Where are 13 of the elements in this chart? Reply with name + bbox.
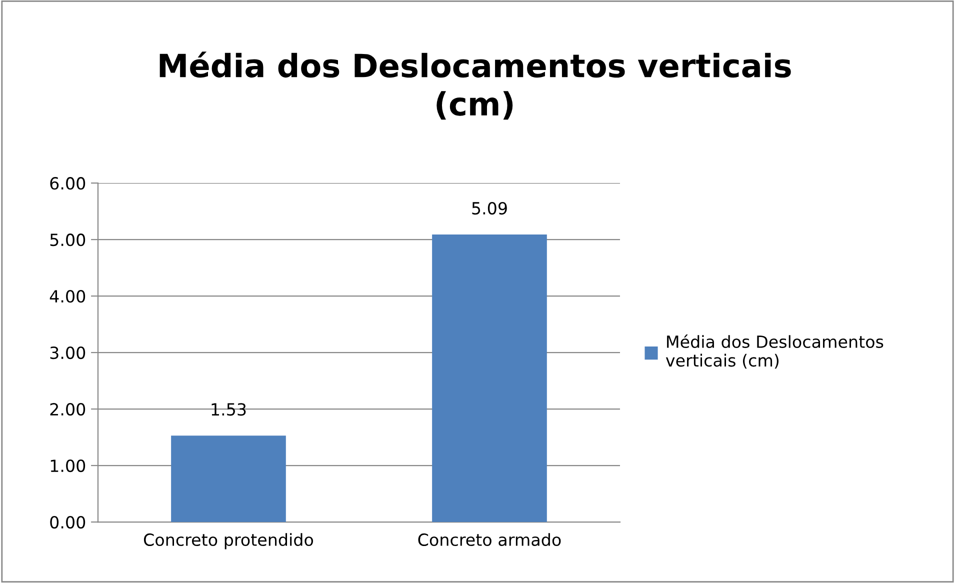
y-tick-label: 1.00 xyxy=(50,459,86,472)
y-tick-label: 2.00 xyxy=(50,402,86,416)
legend-label: Média dos Deslocamentos verticais (cm) xyxy=(666,334,884,369)
x-tick-label: Concreto armado xyxy=(418,533,561,546)
y-tick-label: 6.00 xyxy=(50,177,86,190)
y-tick-label: 0.00 xyxy=(50,516,86,529)
y-tick-label: 3.00 xyxy=(50,346,86,360)
data-label: 5.09 xyxy=(472,202,507,215)
chart-title: Média dos Deslocamentos verticais (cm) xyxy=(160,52,791,120)
data-label: 1.53 xyxy=(212,403,246,416)
y-tick-label: 4.00 xyxy=(50,290,86,303)
y-tick-label: 5.00 xyxy=(50,234,86,246)
x-tick-label: Concreto protendido xyxy=(144,533,314,550)
